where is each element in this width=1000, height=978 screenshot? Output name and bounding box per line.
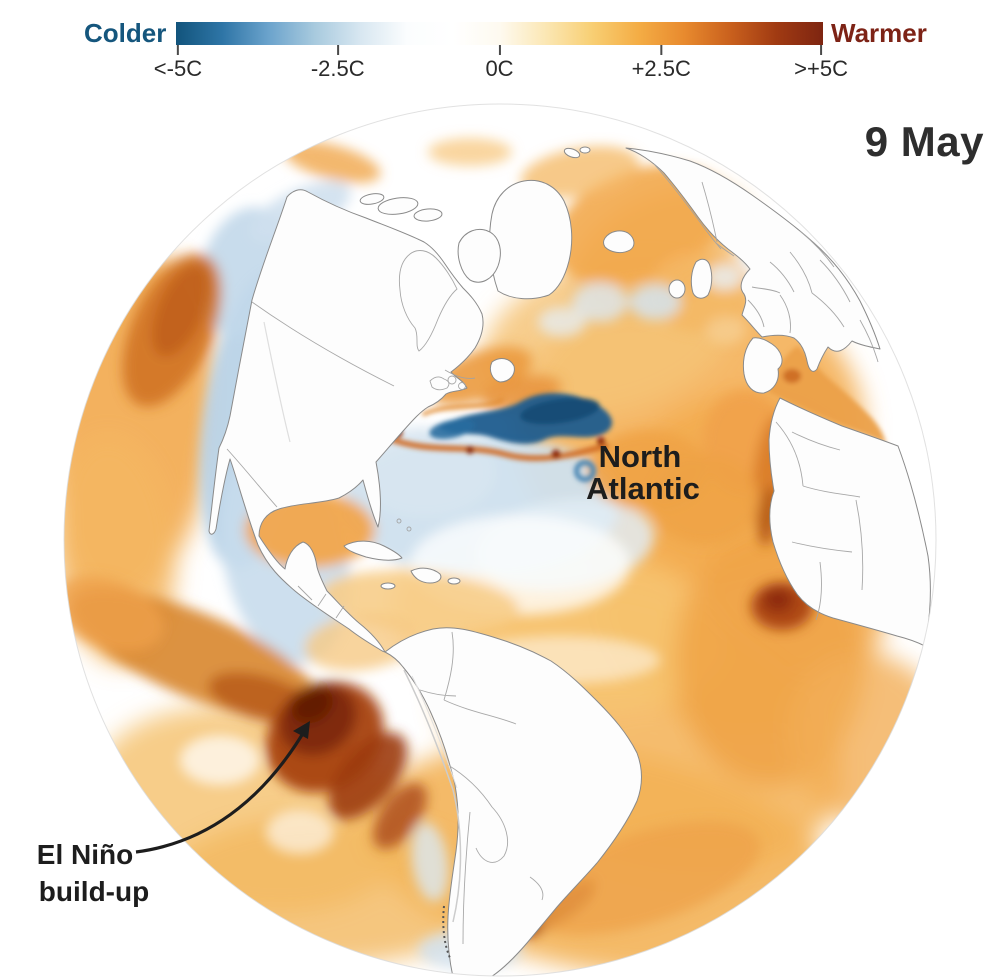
scandinavia-border	[701, 181, 718, 243]
jamaica-island	[380, 582, 396, 590]
north-america-landmass	[208, 189, 484, 653]
rockies-relief	[263, 321, 291, 443]
legend-tick-row: <-5C -2.5C 0C +2.5C >+5C	[154, 45, 848, 85]
hudson-bay-outline	[399, 250, 458, 352]
tick-label: <-5C	[153, 56, 203, 81]
iceland-island	[603, 230, 635, 254]
globe-rim	[63, 103, 937, 977]
us-canada-border	[251, 301, 395, 387]
landmasses	[208, 146, 931, 976]
tick-label: >+5C	[794, 56, 848, 81]
legend-tick-minus2p5: -2.5C	[311, 45, 365, 82]
ireland-island	[668, 279, 686, 299]
gulf-stream-eddy	[574, 460, 596, 482]
south-america-landmass	[384, 627, 642, 976]
st-lawrence	[444, 369, 476, 379]
svalbard-island	[579, 146, 591, 154]
tick-mark	[498, 45, 501, 55]
tick-mark	[820, 45, 823, 55]
africa-borders	[775, 421, 864, 621]
europe-borders	[715, 230, 845, 334]
tick-mark	[660, 45, 663, 55]
legend-tick-plus5: >+5C	[794, 45, 848, 82]
great-lakes	[458, 382, 466, 390]
el-nino-annotation-arrow	[135, 729, 307, 854]
temperature-legend: Colder Warmer <-5C -2.5C 0C +2.5C >+5C	[0, 0, 1000, 90]
arctic-island	[413, 208, 443, 222]
andes-relief	[403, 669, 462, 923]
legend-warmer-label: Warmer	[831, 18, 927, 48]
south-america-borders	[419, 631, 544, 945]
tick-mark	[176, 45, 179, 55]
bahamas	[406, 526, 412, 532]
date-label: 9 May	[864, 118, 984, 165]
north-atlantic-label-line2: Atlantic	[586, 471, 700, 506]
el-nino-arrowhead-icon	[293, 721, 310, 739]
iberia-landmass	[742, 337, 783, 394]
el-nino-label-line1: El Niño	[37, 839, 133, 870]
great-britain-island	[690, 258, 713, 299]
map-annotations: North Atlantic El Niño build-up	[37, 439, 700, 907]
tick-label: +2.5C	[631, 56, 691, 81]
arctic-island	[359, 193, 385, 205]
gulf-stream-cold-anomaly	[385, 393, 613, 482]
mediterranean-warm	[768, 346, 886, 444]
legend-gradient-bar	[176, 22, 823, 45]
arctic-island	[377, 197, 419, 215]
cuba-island	[343, 540, 403, 561]
legend-colder-label: Colder	[84, 18, 167, 48]
africa-landmass	[768, 397, 931, 647]
el-nino-label-line2: build-up	[39, 876, 149, 907]
tick-label: 0C	[485, 56, 514, 81]
tick-mark	[336, 45, 339, 55]
bahamas	[396, 518, 402, 524]
andes-relief	[411, 675, 458, 789]
puerto-rico-island	[447, 577, 461, 585]
mountain-relief	[263, 321, 462, 959]
central-america-borders	[297, 585, 345, 619]
legend-tick-plus2p5: +2.5C	[632, 45, 691, 82]
us-mexico-border	[226, 448, 278, 508]
tick-label: -2.5C	[310, 56, 365, 81]
hispaniola-island	[410, 567, 442, 584]
newfoundland-island	[489, 358, 515, 383]
baffin-island	[457, 229, 501, 283]
svalbard-island	[563, 147, 581, 159]
legend-tick-zero: 0C	[485, 45, 514, 82]
scandinavia-coast	[653, 163, 722, 250]
great-lakes	[429, 376, 450, 391]
legend-tick-minus5: <-5C	[154, 45, 202, 82]
ocean-detail	[64, 138, 813, 970]
great-lakes	[447, 375, 457, 385]
greenland-landmass	[489, 179, 573, 300]
north-atlantic-label-line1: North	[599, 439, 682, 474]
